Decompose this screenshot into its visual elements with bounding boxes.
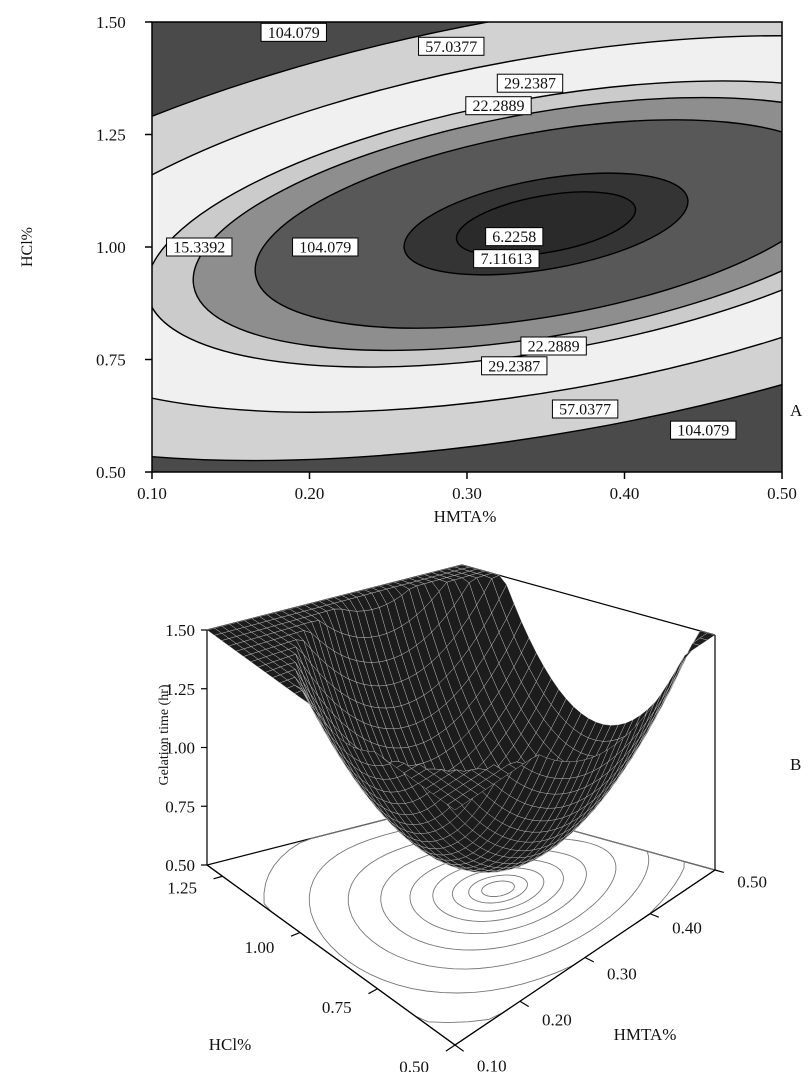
contour-label: 57.0377 xyxy=(559,402,611,419)
y-axis-label: HCl% xyxy=(19,227,36,267)
panel-label: A xyxy=(790,401,803,420)
contour-line xyxy=(152,35,782,413)
contour-label-box xyxy=(670,420,737,440)
contour-line xyxy=(152,22,782,462)
contour-label: 57.0377 xyxy=(425,39,477,56)
contour-label: 22.2889 xyxy=(528,339,580,356)
x-tick-label: 0.30 xyxy=(607,965,637,984)
z-tick-label: 0.50 xyxy=(165,856,195,875)
x-tick-label: 0.40 xyxy=(610,484,640,503)
contour-panel: 104.079 57.0377 29.2387 22.2889 15.3392 104.0… xyxy=(19,13,803,526)
contour-label-box xyxy=(292,237,359,257)
y-tick-label: 1.25 xyxy=(96,126,126,145)
contour-label-box xyxy=(551,399,619,419)
box-edge xyxy=(206,864,456,1046)
contour-label-box xyxy=(260,22,327,42)
x-tick-label: 0.40 xyxy=(672,919,702,938)
contour-label-box xyxy=(166,237,233,257)
z-tick-label: 0.75 xyxy=(165,797,195,816)
contour-label-box xyxy=(473,249,540,269)
contour-label: 6.2258 xyxy=(492,229,536,246)
x-tick xyxy=(714,869,725,874)
x-tick-label: 0.20 xyxy=(295,484,325,503)
y-axis-label: HCl% xyxy=(209,1035,252,1054)
y-tick-label: 1.00 xyxy=(96,238,126,257)
y-tick xyxy=(290,931,301,937)
x-tick-label: 0.20 xyxy=(542,1010,572,1029)
contour-label-box xyxy=(481,356,548,376)
y-tick-label: 1.00 xyxy=(245,938,275,957)
plot-area: 104.079 57.0377 29.2387 22.2889 15.3392 104.0… xyxy=(152,22,782,472)
surface-panel: 0.50 0.75 1.00 1.25 1.50 0.50 0.75 1.00 1.25 0.10… xyxy=(157,564,801,1077)
x-tick xyxy=(454,1044,465,1052)
contour-label: 29.2387 xyxy=(488,358,540,375)
floor-contour xyxy=(468,874,528,904)
x-tick xyxy=(649,913,660,918)
surface-patch xyxy=(661,673,678,704)
y-tick-label: 0.50 xyxy=(96,463,126,482)
panel-label: B xyxy=(790,755,801,774)
contour-label: 22.2889 xyxy=(473,98,525,115)
box-edge xyxy=(461,564,716,636)
y-tick xyxy=(368,988,378,995)
contour-label-box xyxy=(418,36,485,56)
contour-label-box xyxy=(496,73,564,93)
surface-patch xyxy=(661,668,677,700)
contour-label-box xyxy=(465,96,532,116)
z-tick-label: 1.50 xyxy=(165,621,195,640)
z-axis-label: Gelation time (hr) xyxy=(157,684,172,785)
y-tick-label: 0.75 xyxy=(322,998,352,1017)
contour-label: 104.079 xyxy=(677,423,729,440)
surface-patch xyxy=(669,658,685,691)
x-axis-label: HMTA% xyxy=(434,507,497,526)
x-tick xyxy=(519,1000,530,1008)
contour-line xyxy=(455,191,637,257)
z-tick-label: 1.25 xyxy=(165,680,195,699)
contour-label-box xyxy=(520,336,587,356)
contour-line xyxy=(254,119,782,329)
x-tick-label: 0.50 xyxy=(767,484,797,503)
contour-label: 15.3392 xyxy=(173,240,225,257)
x-tick-label: 0.50 xyxy=(737,873,767,892)
x-tick-label: 0.10 xyxy=(477,1056,507,1072)
contour-label: 104.079 xyxy=(268,25,320,42)
x-tick-label: 0.30 xyxy=(452,484,482,503)
y-tick-label: 1.25 xyxy=(167,878,197,897)
y-tick xyxy=(445,1044,456,1052)
x-axis-label: HMTA% xyxy=(614,1025,677,1044)
y-tick xyxy=(213,875,223,880)
surface-patch xyxy=(447,799,463,811)
floor-contour xyxy=(481,880,515,898)
surface xyxy=(206,564,716,873)
contour-label: 104.079 xyxy=(299,240,351,257)
contour-label: 29.2387 xyxy=(504,76,556,93)
contour-line xyxy=(403,172,689,276)
z-tick-label: 1.00 xyxy=(165,739,195,758)
y-tick-label: 0.75 xyxy=(96,351,126,370)
contour-label: 7.11613 xyxy=(481,251,532,268)
surface-patch xyxy=(669,655,685,688)
x-tick-label: 0.10 xyxy=(137,484,167,503)
contour-label-box xyxy=(485,227,544,247)
x-tick xyxy=(584,956,595,963)
y-tick-label: 0.50 xyxy=(399,1058,429,1073)
y-tick-label: 1.50 xyxy=(96,13,126,32)
